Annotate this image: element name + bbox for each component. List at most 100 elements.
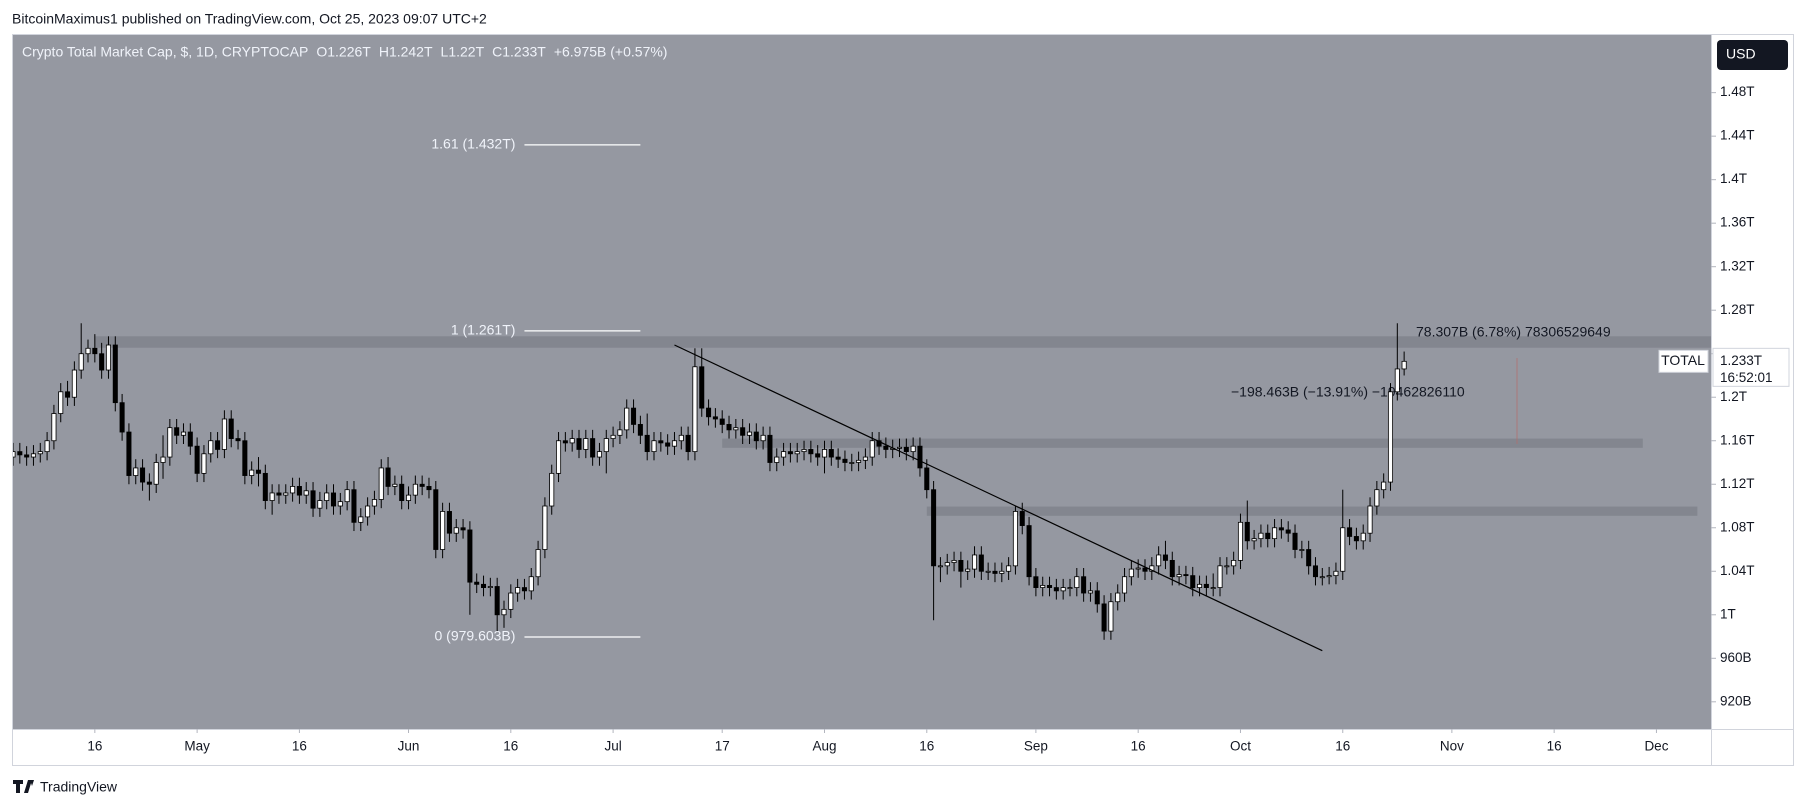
y-tick-label: 1.2T	[1720, 389, 1747, 404]
candle-body	[1169, 559, 1175, 578]
candle-body	[412, 483, 418, 496]
candle-body	[13, 451, 16, 458]
x-tick-label: 16	[503, 739, 518, 754]
candle-body	[1360, 532, 1366, 542]
candle-body	[24, 454, 30, 458]
candle-body	[1197, 583, 1203, 588]
x-tick-label: Sep	[1024, 739, 1048, 754]
candle-body	[726, 424, 732, 431]
x-tick-label: Aug	[812, 739, 836, 754]
candle-body	[1087, 590, 1093, 594]
y-tick-label: 1.4T	[1720, 171, 1747, 186]
symbol-label: TOTAL	[1661, 352, 1705, 368]
candle-body	[112, 344, 118, 404]
candle-body	[330, 492, 337, 507]
candle-body	[617, 429, 623, 436]
candle-body	[303, 490, 309, 496]
candle-body	[1306, 549, 1312, 567]
candle-body	[494, 586, 500, 616]
candle-body	[51, 413, 57, 442]
candle-body	[1231, 559, 1237, 567]
candle-body	[1081, 576, 1087, 594]
x-tick-label: 16	[292, 739, 307, 754]
candle-body	[1299, 549, 1305, 551]
currency-button[interactable]	[1717, 40, 1788, 70]
resistance-zone	[926, 506, 1698, 516]
candle-body	[385, 467, 391, 487]
candle-body	[767, 434, 773, 463]
candle-body	[1381, 481, 1387, 491]
candle-body	[931, 489, 937, 567]
y-tick-label: 920B	[1720, 693, 1752, 708]
candle-body	[1251, 538, 1257, 542]
candle-body	[440, 511, 446, 550]
candle-body	[515, 587, 521, 594]
countdown-label: 16:52:01	[1720, 370, 1773, 385]
resistance-zone	[722, 438, 1643, 448]
candle-body	[105, 344, 111, 371]
candle-body	[453, 527, 459, 534]
legend-title: Crypto Total Market Cap, $, 1D, CRYPTOCA…	[22, 44, 308, 60]
candle-body	[951, 559, 957, 563]
candle-body	[337, 501, 343, 507]
candle-body	[324, 492, 330, 501]
candle-body	[1401, 360, 1407, 370]
candle-body	[1278, 527, 1284, 531]
candle-body	[862, 456, 868, 461]
candle-body	[365, 505, 371, 518]
candle-body	[706, 407, 712, 418]
candle-body	[815, 453, 821, 458]
measure-label: 78.307B (6.78%) 78306529649	[1416, 324, 1611, 340]
fib-label: 1.61 (1.432T)	[431, 136, 515, 152]
candle-body	[992, 570, 998, 574]
fib-label: 0 (979.603B)	[434, 628, 515, 644]
candle-body	[1149, 565, 1155, 572]
candle-body	[78, 353, 84, 371]
legend-value: H1.242T	[379, 44, 433, 60]
candle-body	[671, 440, 677, 447]
candle-body	[856, 459, 862, 463]
candle-body	[1108, 601, 1114, 632]
candle-body	[746, 431, 752, 436]
candle-body	[310, 490, 316, 509]
candle-body	[1053, 587, 1059, 592]
candle-body	[835, 456, 841, 460]
candle-body	[1217, 565, 1223, 588]
candle-body	[1367, 505, 1373, 534]
candle-body	[1394, 368, 1400, 393]
candle-body	[460, 527, 466, 531]
trendline	[674, 344, 1323, 652]
tradingview-logo: TradingView	[13, 779, 118, 795]
candle-body	[828, 449, 834, 458]
candle-body	[215, 440, 221, 450]
measure-label: −198.463B (−13.91%) −19462826110	[1231, 384, 1465, 400]
candle-body	[651, 440, 657, 453]
candle-body	[392, 483, 398, 487]
candle-body	[733, 427, 739, 431]
y-tick-label: 1.36T	[1720, 215, 1755, 230]
candle-body	[978, 554, 984, 572]
candle-body	[1094, 590, 1100, 605]
candle-body	[1033, 576, 1039, 588]
candle-body	[344, 489, 350, 503]
currency-label[interactable]: USD	[1726, 46, 1756, 62]
candle-body	[692, 366, 698, 453]
legend-value: O1.226T	[316, 44, 371, 60]
candle-body	[685, 434, 691, 453]
candle-body	[1162, 554, 1168, 561]
candle-body	[1224, 565, 1230, 568]
candle-body	[842, 458, 848, 463]
candle-body	[174, 427, 180, 436]
legend-values: O1.226T H1.242T L1.22T C1.233T +6.975B (+0.5…	[316, 44, 667, 60]
candle-body	[590, 438, 596, 458]
candle-body	[658, 440, 664, 444]
candle-body	[446, 511, 452, 534]
candle-body	[160, 456, 166, 463]
candle-body	[712, 416, 718, 420]
x-tick-label: 16	[1335, 739, 1350, 754]
candle-body	[44, 440, 50, 453]
candle-body	[228, 418, 234, 439]
candle-body	[1203, 583, 1209, 588]
candle-body	[549, 472, 555, 507]
